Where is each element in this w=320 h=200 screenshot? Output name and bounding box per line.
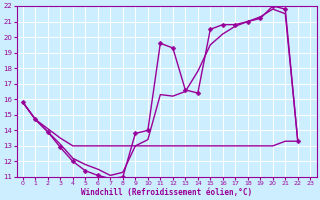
- X-axis label: Windchill (Refroidissement éolien,°C): Windchill (Refroidissement éolien,°C): [81, 188, 252, 197]
